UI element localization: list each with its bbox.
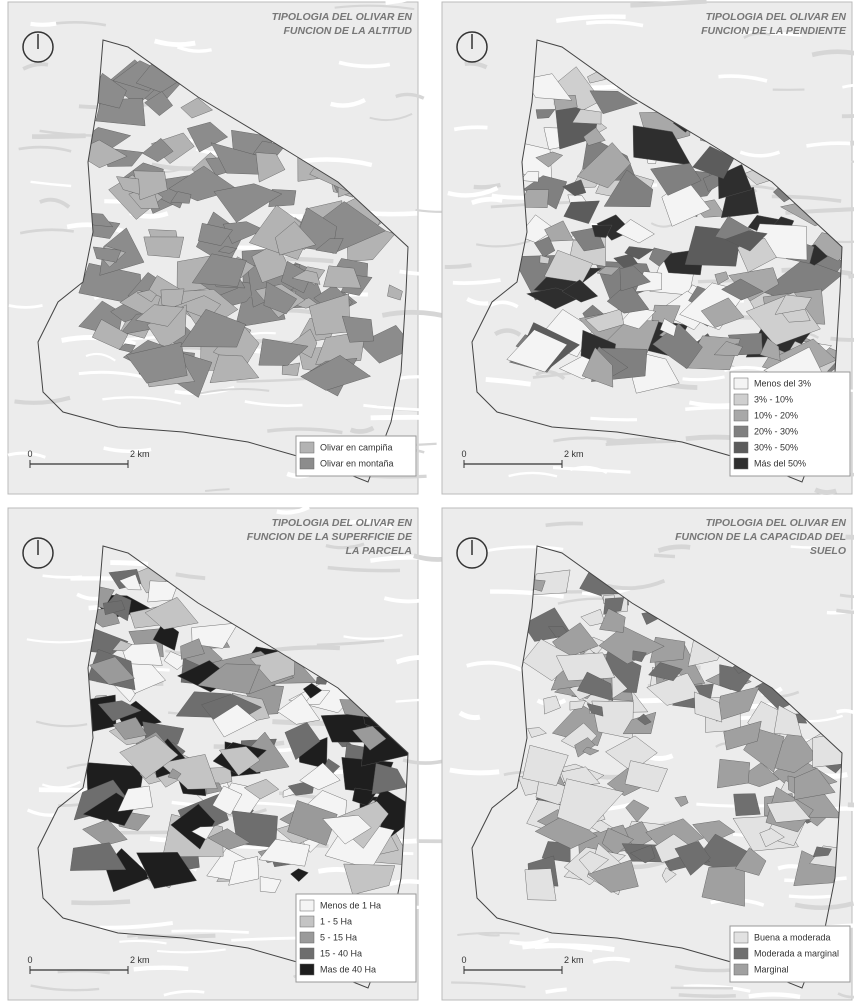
map-title: FUNCION DE LA PENDIENTE (701, 25, 847, 37)
map-title: TIPOLOGIA DEL OLIVAR EN (706, 11, 847, 23)
relief (546, 523, 583, 525)
legend-label: Menos de 1 Ha (320, 900, 381, 910)
legend-swatch (734, 442, 748, 453)
map-figure: TIPOLOGIA DEL OLIVAR EN FUNCION DE LA ALT… (0, 0, 854, 1002)
legend-swatch (300, 900, 314, 911)
legend-label: Moderada a marginal (754, 948, 839, 958)
legend-label: 10% - 20% (754, 410, 798, 420)
map-title: TIPOLOGIA DEL OLIVAR EN (272, 11, 413, 23)
legend-swatch (734, 458, 748, 469)
legend-label: Más del 50% (754, 458, 806, 468)
relief (71, 901, 130, 902)
map-title: FUNCION DE LA ALTITUD (283, 25, 412, 37)
relief (815, 490, 836, 493)
scale-label: 2 km (130, 449, 150, 459)
relief (171, 931, 248, 933)
map-panel: TIPOLOGIA DEL OLIVAR EN FUNCION DE LA SUP… (8, 507, 469, 1000)
relief (848, 805, 854, 808)
map-panel: TIPOLOGIA DEL OLIVAR EN FUNCION DE LA CAP… (442, 508, 854, 1000)
relief (31, 24, 57, 25)
scale-label: 0 (27, 955, 32, 965)
scale-label: 2 km (564, 955, 584, 965)
legend-swatch (734, 948, 748, 959)
legend-label: 5 - 15 Ha (320, 932, 357, 942)
legend-swatch (734, 932, 748, 943)
legend-swatch (734, 378, 748, 389)
parcel (144, 237, 184, 258)
relief (789, 896, 831, 897)
relief (445, 265, 472, 267)
scale-label: 0 (461, 955, 466, 965)
legend-label: 3% - 10% (754, 394, 793, 404)
scale-label: 2 km (564, 449, 584, 459)
legend-swatch (300, 442, 314, 453)
parcel (525, 869, 556, 901)
relief (590, 418, 637, 419)
legend-label: Olivar en campiña (320, 442, 393, 452)
map-title: TIPOLOGIA DEL OLIVAR EN (272, 517, 413, 529)
map-panel: TIPOLOGIA DEL OLIVAR EN FUNCION DE LA PEN… (442, 1, 854, 494)
scale-label: 0 (461, 449, 466, 459)
page-body: {"panels": [ {"title_lines": ["TIPOLOGIA… (0, 0, 854, 1002)
relief (280, 259, 334, 262)
legend-swatch (300, 932, 314, 943)
legend-label: Olivar en montaña (320, 458, 394, 468)
legend-swatch (300, 458, 314, 469)
relief (134, 968, 189, 970)
relief (679, 995, 736, 996)
legend-swatch (300, 948, 314, 959)
page: Tipología del olivar html, body { margin… (0, 0, 854, 1002)
relief (450, 770, 499, 773)
scale-label: 0 (27, 449, 32, 459)
legend-label: Menos del 3% (754, 378, 811, 388)
relief (39, 790, 94, 791)
legend-label: 30% - 50% (754, 442, 798, 452)
legend-swatch (734, 426, 748, 437)
legend-swatch (734, 964, 748, 975)
legend-label: Buena a moderada (754, 932, 831, 942)
map-title: LA PARCELA (346, 545, 413, 557)
relief (671, 988, 733, 989)
map-title: SUELO (810, 545, 846, 557)
legend-label: 15 - 40 Ha (320, 948, 362, 958)
relief (371, 417, 450, 418)
legend-swatch (734, 410, 748, 421)
legend-label: Marginal (754, 964, 789, 974)
legend-label: 20% - 30% (754, 426, 798, 436)
legend-swatch (734, 394, 748, 405)
map-title: TIPOLOGIA DEL OLIVAR EN (706, 517, 847, 529)
parcel (717, 759, 750, 788)
relief (654, 555, 675, 556)
relief (686, 437, 737, 439)
map-title: FUNCION DE LA CAPACIDAD DEL (675, 531, 846, 543)
legend-label: 1 - 5 Ha (320, 916, 352, 926)
legend-swatch (300, 964, 314, 975)
scale-label: 2 km (130, 955, 150, 965)
relief (749, 994, 800, 996)
legend-label: Mas de 40 Ha (320, 964, 376, 974)
map-title: FUNCION DE LA SUPERFICIE DE (247, 531, 413, 543)
relief (454, 127, 487, 129)
legend-swatch (300, 916, 314, 927)
map-panel: TIPOLOGIA DEL OLIVAR EN FUNCION DE LA ALT… (8, 0, 476, 494)
